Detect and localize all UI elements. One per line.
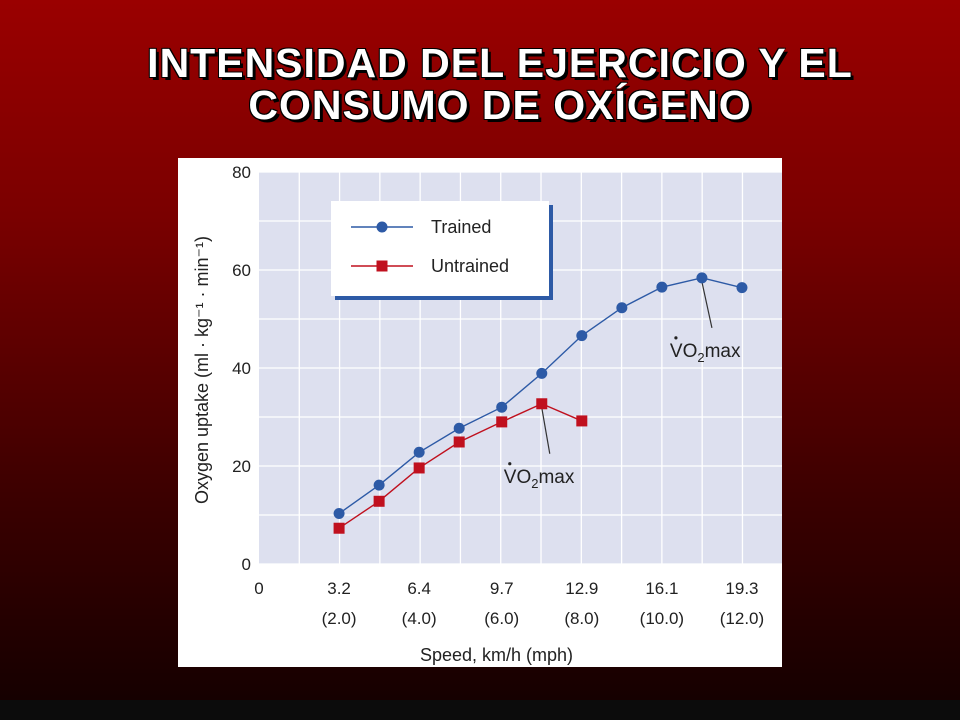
vo2max-dot bbox=[508, 462, 512, 466]
x-tick-label: 0 bbox=[254, 579, 263, 598]
x-tick-sublabel: (10.0) bbox=[640, 609, 684, 628]
x-tick-label: 12.9 bbox=[565, 579, 598, 598]
data-point-untrained bbox=[333, 522, 345, 534]
x-tick-sublabel: (4.0) bbox=[402, 609, 437, 628]
data-point-untrained bbox=[413, 462, 425, 474]
data-point-trained bbox=[536, 367, 548, 379]
data-point-trained bbox=[453, 422, 465, 434]
data-point-trained bbox=[413, 446, 425, 458]
legend-label-untrained: Untrained bbox=[431, 256, 509, 276]
x-tick-sublabel: (6.0) bbox=[484, 609, 519, 628]
data-point-trained bbox=[656, 281, 668, 293]
slide-title-line2: CONSUMO DE OXÍGENO bbox=[248, 82, 752, 128]
vo2max-leader-line bbox=[701, 281, 713, 328]
x-tick-sublabel: (8.0) bbox=[564, 609, 599, 628]
chart: 0 20 40 60 80 0 3.2 (2.0) 6.4 (4.0) 9.7 (6.0) 12.9 (8… bbox=[192, 163, 782, 665]
data-point-trained bbox=[576, 330, 588, 342]
legend-marker-untrained bbox=[376, 260, 388, 272]
x-tick-label: 9.7 bbox=[490, 579, 514, 598]
data-point-untrained bbox=[536, 398, 548, 410]
data-point-untrained bbox=[576, 415, 588, 427]
data-point-trained bbox=[696, 272, 708, 284]
vo2max-annotation: VO2max bbox=[670, 341, 741, 365]
x-axis-label: Speed, km/h (mph) bbox=[420, 645, 573, 665]
x-tick-sublabel: (2.0) bbox=[322, 609, 357, 628]
chart-panel: 0 20 40 60 80 0 3.2 (2.0) 6.4 (4.0) 9.7 (6.0) 12.9 (8… bbox=[178, 158, 782, 667]
legend-marker-trained bbox=[376, 221, 388, 233]
legend-label-trained: Trained bbox=[431, 217, 491, 237]
y-tick-label: 20 bbox=[232, 457, 251, 476]
x-tick-label: 19.3 bbox=[725, 579, 758, 598]
x-tick-label: 16.1 bbox=[645, 579, 678, 598]
data-point-trained bbox=[736, 282, 748, 294]
slide-title-line1: INTENSIDAD DEL EJERCICIO Y EL bbox=[147, 40, 853, 86]
y-tick-label: 60 bbox=[232, 261, 251, 280]
data-point-trained bbox=[616, 302, 628, 314]
x-tick-sublabel: (12.0) bbox=[720, 609, 764, 628]
bottom-bar bbox=[0, 700, 960, 720]
y-tick-label: 40 bbox=[232, 359, 251, 378]
legend-box bbox=[331, 201, 549, 296]
x-tick-label: 6.4 bbox=[407, 579, 431, 598]
vo2max-dot bbox=[674, 336, 678, 340]
data-point-trained bbox=[373, 479, 385, 491]
y-axis-label: Oxygen uptake (ml · kg⁻¹ · min⁻¹) bbox=[192, 236, 212, 504]
y-tick-label: 0 bbox=[242, 555, 251, 574]
data-point-untrained bbox=[453, 436, 465, 448]
y-tick-label: 80 bbox=[232, 163, 251, 182]
vo2max-leader-line bbox=[541, 407, 551, 454]
data-point-trained bbox=[333, 508, 345, 520]
vo2max-annotation: VO2max bbox=[504, 467, 575, 491]
slide-title: INTENSIDAD DEL EJERCICIO Y EL CONSUMO DE… bbox=[0, 42, 960, 126]
data-point-untrained bbox=[496, 416, 508, 428]
x-tick-label: 3.2 bbox=[327, 579, 351, 598]
data-point-untrained bbox=[373, 495, 385, 507]
data-point-trained bbox=[496, 401, 508, 413]
